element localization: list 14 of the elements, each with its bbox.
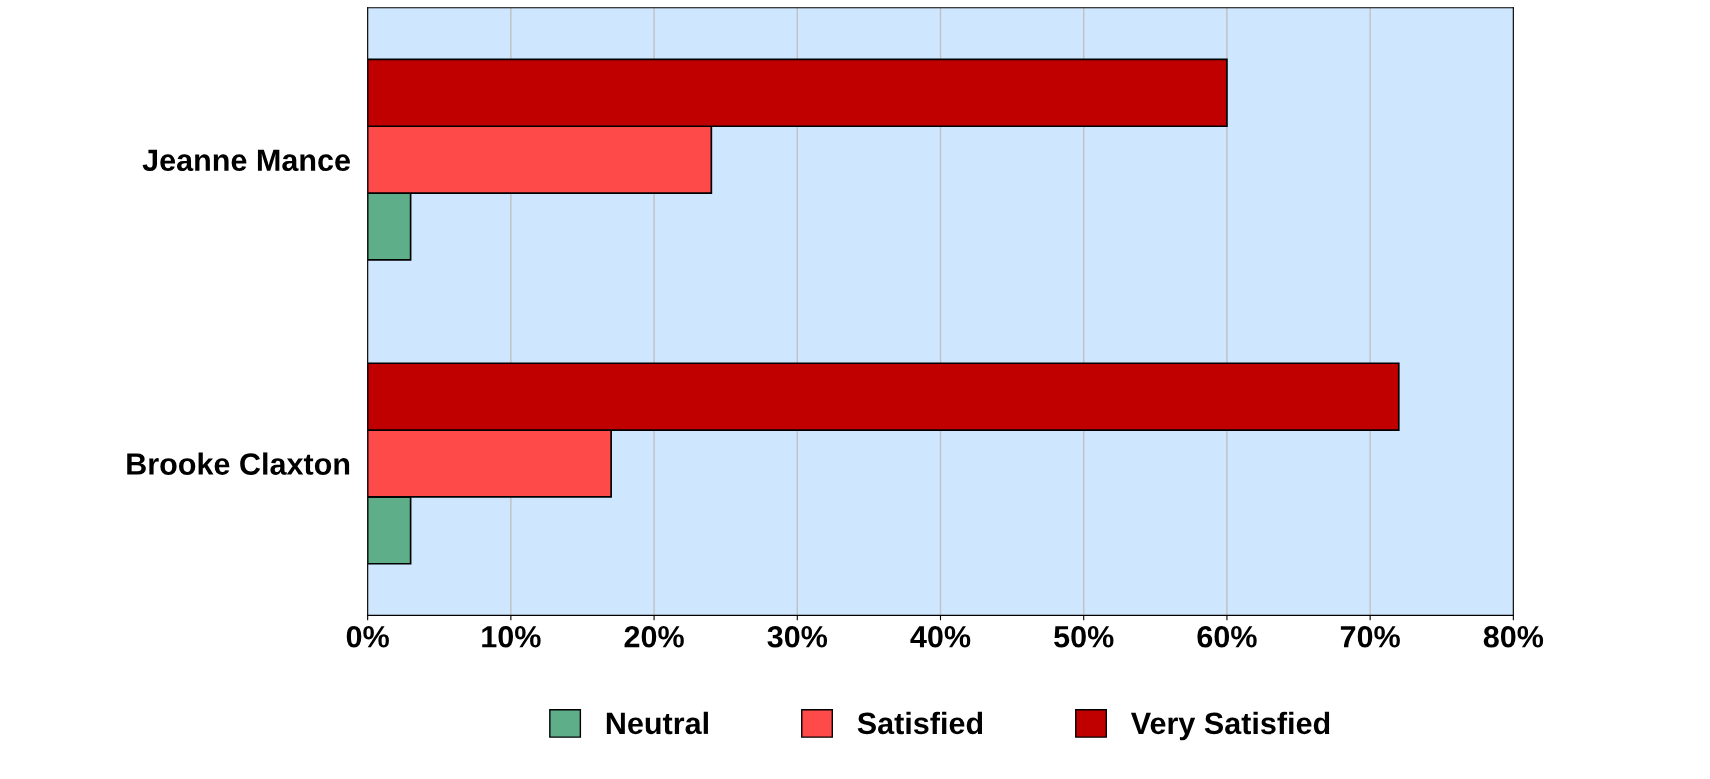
- y-tick-label: Jeanne Mance: [142, 149, 350, 172]
- x-tick-label: 70%: [1340, 625, 1400, 648]
- x-tick-label: 30%: [767, 625, 828, 648]
- x-tick-label: 0%: [346, 625, 389, 648]
- legend-label: Very Satisfied: [1130, 711, 1330, 741]
- y-tick-label: Brooke Claxton: [127, 452, 350, 475]
- x-tick-label: 60%: [1197, 625, 1257, 648]
- x-tick-label: 40%: [910, 625, 971, 648]
- legend-label: Neutral: [606, 711, 708, 735]
- legend-label: Satisfied: [857, 711, 983, 735]
- x-tick-label: 10%: [482, 625, 541, 648]
- x-tick-label: 50%: [1054, 625, 1114, 648]
- x-tick-label: 20%: [624, 625, 684, 648]
- x-tick-label: 80%: [1483, 625, 1544, 648]
